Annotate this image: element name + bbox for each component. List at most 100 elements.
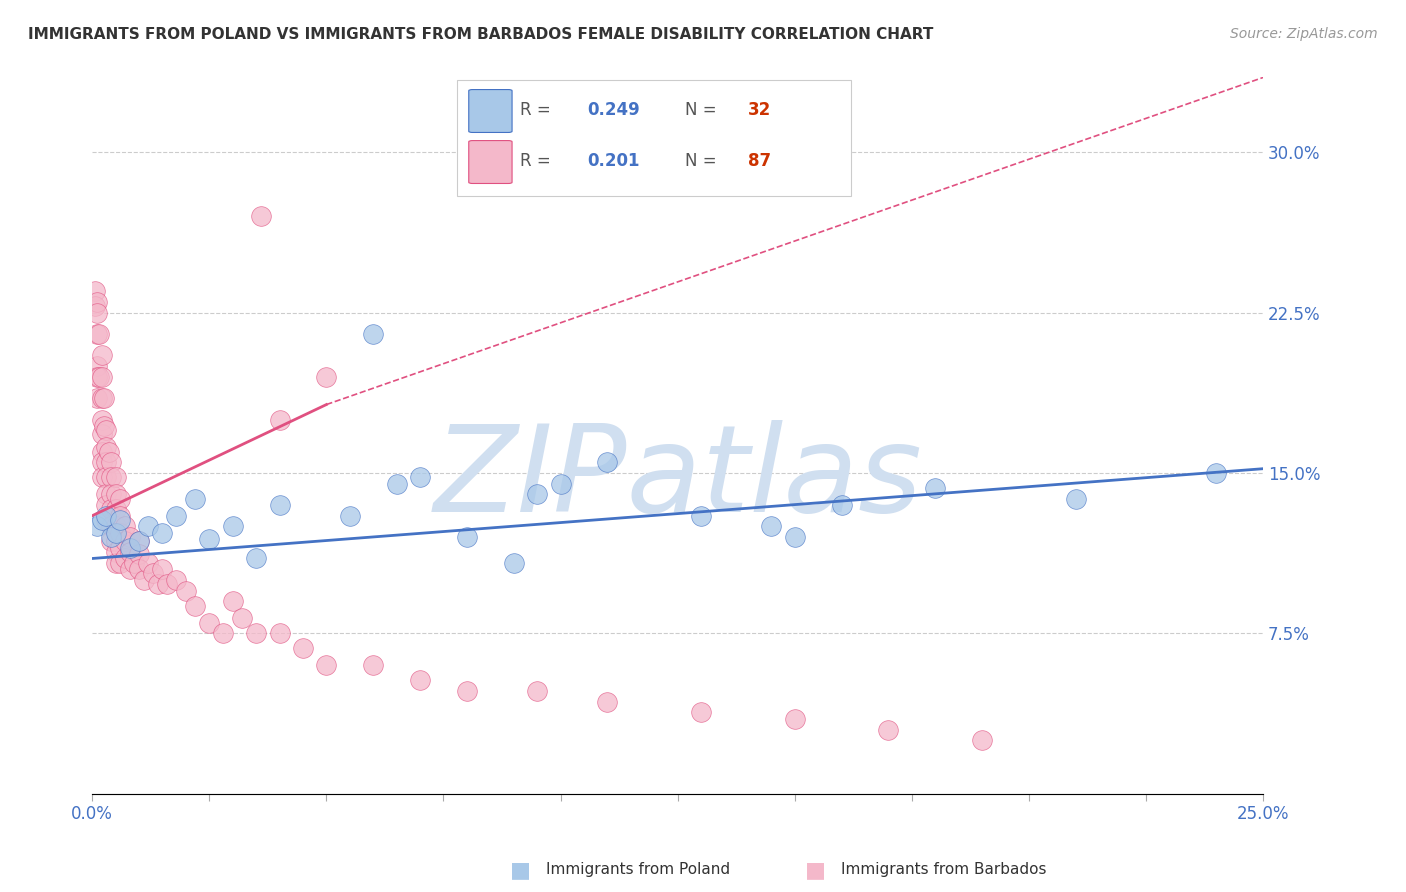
- Point: [86, 326, 108, 341]
- Text: ■: ■: [510, 860, 530, 880]
- Text: IMMIGRANTS FROM POLAND VS IMMIGRANTS FROM BARBADOS FEMALE DISABILITY CORRELATION: IMMIGRANTS FROM POLAND VS IMMIGRANTS FRO…: [28, 27, 934, 42]
- Point: [198, 533, 221, 547]
- Point: [385, 476, 408, 491]
- Point: [526, 487, 548, 501]
- Point: [118, 541, 141, 555]
- Text: Source: ZipAtlas.com: Source: ZipAtlas.com: [1230, 27, 1378, 41]
- Point: [100, 487, 122, 501]
- Point: [104, 519, 127, 533]
- Point: [118, 545, 141, 559]
- Point: [877, 723, 900, 737]
- Point: [86, 359, 108, 373]
- Point: [104, 487, 127, 501]
- Point: [100, 534, 122, 549]
- Point: [526, 684, 548, 698]
- Point: [409, 470, 432, 484]
- FancyBboxPatch shape: [468, 89, 512, 132]
- Point: [96, 498, 118, 512]
- Point: [90, 427, 112, 442]
- Point: [90, 412, 112, 426]
- Text: 0.249: 0.249: [586, 102, 640, 120]
- Point: [152, 562, 174, 576]
- Point: [90, 455, 112, 469]
- Point: [142, 566, 165, 581]
- Point: [104, 525, 127, 540]
- Point: [110, 541, 132, 555]
- Point: [222, 594, 245, 608]
- Point: [783, 530, 806, 544]
- Point: [89, 369, 111, 384]
- Point: [104, 470, 127, 484]
- Point: [291, 641, 314, 656]
- Text: N =: N =: [685, 153, 723, 170]
- Point: [96, 513, 118, 527]
- Point: [831, 498, 853, 512]
- Point: [184, 599, 207, 613]
- Text: R =: R =: [520, 102, 555, 120]
- Text: ZIPatlas: ZIPatlas: [433, 420, 922, 537]
- Point: [156, 577, 179, 591]
- Point: [90, 470, 112, 484]
- Point: [596, 695, 619, 709]
- Point: [152, 525, 174, 540]
- Point: [249, 210, 271, 224]
- Point: [166, 573, 188, 587]
- Point: [269, 412, 291, 426]
- Point: [128, 534, 150, 549]
- Point: [502, 556, 524, 570]
- FancyBboxPatch shape: [468, 141, 512, 184]
- Point: [110, 491, 132, 506]
- Point: [245, 551, 267, 566]
- Point: [138, 556, 160, 570]
- Text: N =: N =: [685, 102, 723, 120]
- Point: [86, 519, 108, 533]
- Point: [104, 545, 127, 559]
- Point: [783, 712, 806, 726]
- Point: [138, 519, 160, 533]
- Point: [90, 369, 112, 384]
- Point: [269, 626, 291, 640]
- Point: [596, 455, 619, 469]
- Point: [245, 626, 267, 640]
- Point: [231, 611, 253, 625]
- Point: [550, 476, 572, 491]
- Text: Immigrants from Barbados: Immigrants from Barbados: [841, 863, 1046, 877]
- Point: [83, 285, 105, 299]
- Point: [90, 513, 112, 527]
- Point: [86, 294, 108, 309]
- Point: [1064, 491, 1087, 506]
- Point: [315, 369, 337, 384]
- Point: [83, 299, 105, 313]
- Point: [222, 519, 245, 533]
- Point: [86, 305, 108, 319]
- FancyBboxPatch shape: [457, 80, 851, 196]
- Text: 32: 32: [748, 102, 772, 120]
- Point: [110, 508, 132, 523]
- Point: [118, 562, 141, 576]
- Point: [86, 391, 108, 405]
- Point: [184, 491, 207, 506]
- Point: [100, 455, 122, 469]
- Point: [690, 508, 713, 523]
- Text: R =: R =: [520, 153, 555, 170]
- Point: [212, 626, 235, 640]
- Point: [110, 556, 132, 570]
- Point: [93, 391, 115, 405]
- Point: [456, 530, 478, 544]
- Point: [361, 326, 384, 341]
- Point: [90, 348, 112, 362]
- Text: ■: ■: [806, 860, 825, 880]
- Point: [118, 530, 141, 544]
- Point: [409, 673, 432, 688]
- Point: [124, 556, 146, 570]
- Point: [96, 470, 118, 484]
- Point: [269, 498, 291, 512]
- Point: [100, 470, 122, 484]
- Point: [96, 455, 118, 469]
- Point: [128, 534, 150, 549]
- Point: [110, 525, 132, 540]
- Point: [97, 444, 120, 458]
- Point: [114, 551, 136, 566]
- Point: [924, 481, 946, 495]
- Point: [174, 583, 197, 598]
